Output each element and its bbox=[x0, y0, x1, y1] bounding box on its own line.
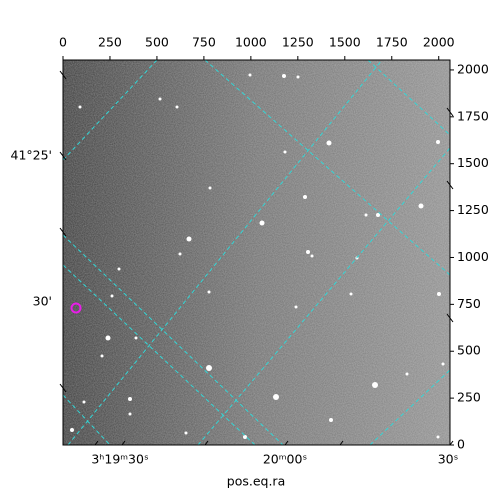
frame bbox=[62, 59, 451, 446]
x-tick-label: 500 bbox=[145, 35, 169, 50]
x-tick-label: 2000 bbox=[423, 35, 455, 50]
dec-tick-mark bbox=[59, 151, 67, 161]
x-tick-label: 0 bbox=[59, 35, 67, 50]
x-tick-label: 1500 bbox=[329, 35, 361, 50]
stars bbox=[70, 73, 445, 439]
dec-tick-mark bbox=[446, 313, 454, 323]
x-tick-label: 1750 bbox=[376, 35, 408, 50]
dec-tick-mark bbox=[59, 70, 67, 80]
ra-tick-mark bbox=[204, 440, 209, 446]
ra-tick-mark bbox=[449, 440, 454, 446]
dec-tick-label: 30' bbox=[33, 294, 52, 309]
dec-tick-mark bbox=[446, 180, 454, 190]
dec-tick-mark bbox=[446, 107, 454, 117]
x-tick-label: 250 bbox=[98, 35, 122, 50]
coordinate-grid bbox=[63, 60, 450, 445]
dec-tick-mark bbox=[59, 227, 67, 237]
dec-tick-label: 41°25' bbox=[11, 148, 53, 163]
ra-tick-label: 30ˢ bbox=[438, 452, 459, 467]
marker bbox=[70, 302, 82, 314]
ra-tick-label: 3ʰ19ᵐ30ˢ bbox=[91, 452, 148, 467]
y-tick-label: 250 bbox=[457, 390, 481, 405]
x-axis-label: pos.eq.ra bbox=[227, 474, 285, 489]
x-tick-label: 750 bbox=[192, 35, 216, 50]
x-tick-label: 1000 bbox=[235, 35, 267, 50]
ra-tick-mark bbox=[121, 440, 126, 446]
ra-tick-mark bbox=[284, 440, 289, 446]
dec-tick-mark bbox=[59, 383, 67, 393]
image bbox=[63, 60, 450, 445]
y-tick-label: 1750 bbox=[457, 108, 489, 123]
y-tick-label: 1500 bbox=[457, 155, 489, 170]
ra-tick-mark bbox=[94, 440, 99, 446]
y-tick-label: 1000 bbox=[457, 249, 489, 264]
x-tick-label: 1250 bbox=[282, 35, 314, 50]
y-tick-label: 1250 bbox=[457, 202, 489, 217]
y-tick-label: 750 bbox=[457, 296, 481, 311]
y-tick-label: 0 bbox=[457, 437, 465, 452]
ra-tick-mark bbox=[339, 440, 344, 446]
ra-tick-label: 20ᵐ00ˢ bbox=[263, 452, 307, 467]
y-tick-label: 2000 bbox=[457, 61, 489, 76]
y-tick-label: 500 bbox=[457, 343, 481, 358]
